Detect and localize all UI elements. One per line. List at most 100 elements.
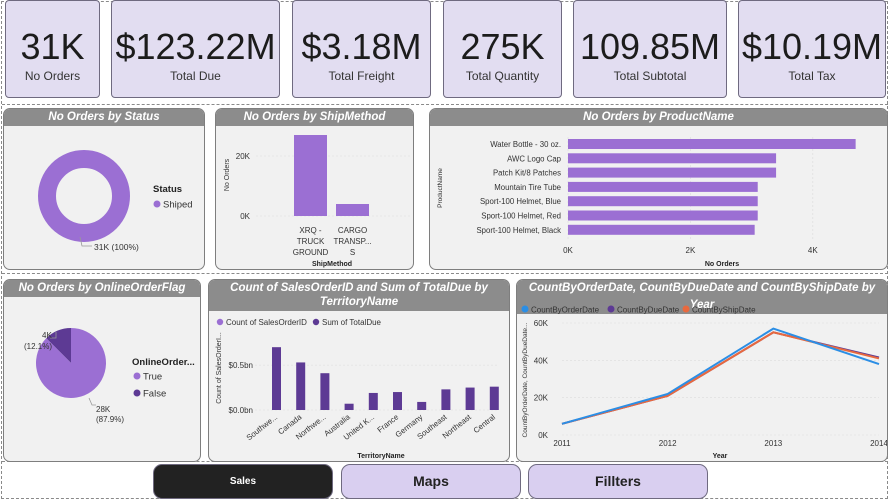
donut-slice bbox=[38, 150, 130, 242]
x-tick-label: CARGO bbox=[338, 226, 367, 235]
data-label-leader bbox=[88, 397, 96, 406]
chart-title: No Orders by ShipMethod bbox=[216, 109, 413, 126]
chart-panel-shipmethod[interactable]: No Orders by ShipMethod 0K 20K No Orders XR… bbox=[215, 108, 414, 270]
y-tick-label: Sport-100 Helmet, Black bbox=[476, 226, 561, 235]
y-tick-label: $0.0bn bbox=[229, 406, 253, 415]
x-tick-label: 4K bbox=[808, 246, 818, 255]
chart-panel-productname[interactable]: No Orders by ProductName 0K 2K 4K Water Bot… bbox=[429, 108, 888, 270]
kpi-label: Total Tax bbox=[788, 69, 836, 83]
x-tick-label: 2013 bbox=[764, 439, 782, 448]
legend-marker bbox=[521, 305, 529, 313]
bar bbox=[568, 181, 758, 192]
legend-marker bbox=[682, 305, 690, 313]
x-tick-label: Southwe... bbox=[245, 412, 280, 442]
legend-item: False bbox=[143, 389, 166, 400]
kpi-value: $123.22M bbox=[115, 26, 276, 67]
bar bbox=[344, 403, 354, 410]
x-tick-label: 2K bbox=[686, 246, 696, 255]
kpi-card-total-due[interactable]: $123.22M Total Due bbox=[111, 0, 280, 98]
legend-marker bbox=[133, 389, 141, 397]
bar bbox=[368, 392, 378, 410]
nav-filters-button[interactable]: Fillters bbox=[528, 464, 708, 499]
x-tick-label: 0K bbox=[563, 246, 573, 255]
kpi-card-total-freight[interactable]: $3.18M Total Freight bbox=[292, 0, 431, 98]
chart-panel-territory[interactable]: Count of SalesOrderID and Sum of TotalDu… bbox=[208, 279, 510, 462]
y-axis-title: No Orders bbox=[224, 158, 231, 191]
legend-item: CountByDueDate bbox=[617, 306, 680, 315]
legend-marker bbox=[216, 318, 224, 326]
shipmethod-bar-chart: 0K 20K No Orders XRQ - TRUCK GROUND CARGO TRANS… bbox=[224, 135, 411, 268]
x-axis-title: No Orders bbox=[705, 261, 739, 268]
chart-panel-status[interactable]: No Orders by Status 31K (100%) Status Ship… bbox=[3, 108, 205, 270]
y-tick-label: 20K bbox=[236, 152, 251, 161]
x-axis-title: Year bbox=[713, 453, 728, 460]
x-tick-label: 2011 bbox=[553, 439, 571, 448]
pie-slice-false bbox=[46, 328, 71, 363]
kpi-card-total-quantity[interactable]: 275K Total Quantity bbox=[443, 0, 562, 98]
legend-title: OnlineOrder... bbox=[132, 357, 195, 368]
legend-item: Sum of TotalDue bbox=[322, 318, 382, 327]
bar bbox=[568, 224, 755, 235]
y-tick-label: 0K bbox=[538, 431, 548, 440]
chart-title: Count of SalesOrderID and Sum of TotalDu… bbox=[209, 280, 509, 311]
bar bbox=[568, 210, 758, 221]
kpi-card-total-tax[interactable]: $10.19M Total Tax bbox=[738, 0, 886, 98]
y-axis-title: CountByOrderDate, CountByDueDate... bbox=[522, 322, 529, 437]
divider bbox=[2, 273, 888, 274]
pie-slice-true bbox=[36, 328, 106, 398]
chart-panel-dates-by-year[interactable]: CountByOrderDate, CountByDueDate and Cou… bbox=[516, 279, 888, 462]
legend-marker bbox=[153, 200, 161, 208]
y-tick-label: $0.5bn bbox=[229, 361, 253, 370]
legend-marker bbox=[133, 372, 141, 380]
bar bbox=[336, 204, 369, 216]
kpi-value: 275K bbox=[460, 26, 545, 67]
data-label: (12.1%) bbox=[24, 342, 52, 351]
y-tick-label: Patch Kit/8 Patches bbox=[493, 169, 561, 178]
kpi-card-no-orders[interactable]: 31K No Orders bbox=[5, 0, 100, 98]
data-label: 31K (100%) bbox=[94, 242, 139, 252]
legend-item: Shiped bbox=[163, 200, 193, 211]
nav-maps-button[interactable]: Maps bbox=[341, 464, 521, 499]
y-tick-label: 40K bbox=[534, 356, 549, 365]
kpi-value: 31K bbox=[20, 26, 85, 67]
bar bbox=[441, 389, 451, 410]
bar bbox=[489, 386, 499, 410]
kpi-label: Total Freight bbox=[328, 69, 395, 83]
chart-title: No Orders by Status bbox=[4, 109, 204, 126]
data-label-leader bbox=[79, 236, 92, 247]
legend-title: Status bbox=[153, 184, 182, 195]
y-tick-label: AWC Logo Cap bbox=[507, 154, 562, 163]
bar bbox=[568, 196, 758, 207]
legend-marker bbox=[312, 318, 320, 326]
y-tick-label: 20K bbox=[534, 394, 549, 403]
kpi-label: Total Quantity bbox=[465, 69, 540, 83]
x-tick-label: 2012 bbox=[659, 439, 677, 448]
kpi-value: 109.85M bbox=[579, 26, 721, 67]
kpi-card-total-subtotal[interactable]: 109.85M Total Subtotal bbox=[573, 0, 727, 98]
x-axis-title: ShipMethod bbox=[312, 261, 352, 268]
legend-item: Count of SalesOrderID bbox=[226, 318, 307, 327]
chart-title: No Orders by OnlineOrderFlag bbox=[4, 280, 200, 297]
nav-sales-button[interactable]: Sales bbox=[153, 464, 333, 499]
bar bbox=[272, 347, 281, 410]
bar bbox=[465, 387, 475, 410]
bar bbox=[568, 167, 777, 178]
status-donut-chart: 31K (100%) Status Shiped bbox=[38, 150, 193, 252]
y-axis-title: ProductName bbox=[437, 168, 444, 208]
bar bbox=[568, 153, 777, 164]
onlineorderflag-pie-chart: 28K(87.9%) 4K (12.1%) OnlineOrder... True Fal… bbox=[24, 328, 195, 424]
productname-bar-chart: 0K 2K 4K Water Bottle - 30 oz. AWC Logo Cap P… bbox=[437, 137, 856, 268]
data-label: (87.9%) bbox=[96, 415, 124, 424]
divider bbox=[2, 104, 888, 105]
bar bbox=[417, 401, 427, 410]
y-axis-title: Count of SalesOrderI... bbox=[216, 332, 223, 404]
chart-panel-onlineorderflag[interactable]: No Orders by OnlineOrderFlag 28K (87.9%) 4… bbox=[3, 279, 201, 462]
kpi-value: $10.19M bbox=[741, 26, 883, 67]
x-axis-title: TerritoryName bbox=[357, 453, 404, 460]
legend-item: True bbox=[143, 372, 162, 383]
x-tick-label: XRQ - bbox=[299, 226, 322, 235]
legend-marker bbox=[607, 305, 615, 313]
x-tick-label: S bbox=[350, 248, 355, 257]
x-tick-label: TRANSP... bbox=[333, 237, 371, 246]
y-tick-label: 60K bbox=[534, 319, 549, 328]
